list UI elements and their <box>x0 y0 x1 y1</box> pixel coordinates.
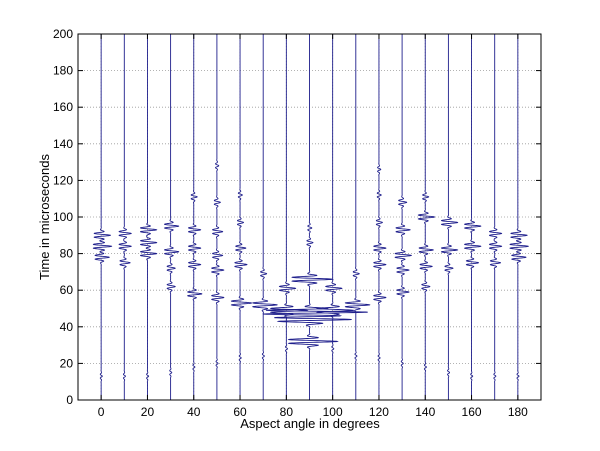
y-tick-label: 40 <box>60 320 74 334</box>
y-tick-label: 80 <box>60 247 74 261</box>
y-tick-label: 140 <box>53 137 73 151</box>
trace-110 <box>344 34 371 400</box>
y-tick-label: 120 <box>53 173 73 187</box>
y-tick-label: 200 <box>53 27 73 41</box>
trace-30 <box>163 34 180 400</box>
x-tick-label: 140 <box>415 405 435 419</box>
traces <box>92 34 530 400</box>
y-tick-label: 180 <box>53 64 73 78</box>
trace-150 <box>440 34 459 400</box>
x-tick-label: 60 <box>233 405 247 419</box>
y-axis: 0 20 40 60 80 100 120 140 160 180 200 <box>53 27 541 407</box>
y-tick-label: 160 <box>53 100 73 114</box>
x-tick-label: 180 <box>508 405 528 419</box>
trace-130 <box>394 34 413 400</box>
trace-160 <box>464 34 482 400</box>
trace-60 <box>230 34 253 400</box>
trace-0 <box>92 34 113 400</box>
x-tick-label: 80 <box>280 405 294 419</box>
trace-180 <box>509 34 530 400</box>
trace-10 <box>118 34 132 400</box>
trace-80 <box>269 34 309 400</box>
x-tick-label: 0 <box>98 405 105 419</box>
trace-170 <box>488 34 503 400</box>
y-tick-label: 60 <box>60 283 74 297</box>
x-tick-label: 160 <box>462 405 482 419</box>
trace-140 <box>417 34 436 400</box>
trace-120 <box>373 34 387 400</box>
trace-40 <box>187 34 203 400</box>
y-tick-label: 20 <box>60 356 74 370</box>
x-axis: 0 20 40 60 80 100 120 140 160 180 <box>98 34 528 419</box>
y-axis-label: Time in microseconds <box>37 154 52 280</box>
trace-90 <box>262 34 368 400</box>
trace-50 <box>211 34 225 400</box>
trace-70 <box>252 34 278 400</box>
x-tick-label: 100 <box>323 405 343 419</box>
x-axis-label: Aspect angle in degrees <box>240 416 380 431</box>
x-tick-label: 40 <box>187 405 201 419</box>
y-tick-label: 100 <box>53 210 73 224</box>
y-tick-label: 0 <box>66 393 73 407</box>
trace-20 <box>139 34 158 400</box>
trace-100 <box>316 34 355 400</box>
x-tick-label: 120 <box>369 405 389 419</box>
x-tick-label: 20 <box>141 405 155 419</box>
